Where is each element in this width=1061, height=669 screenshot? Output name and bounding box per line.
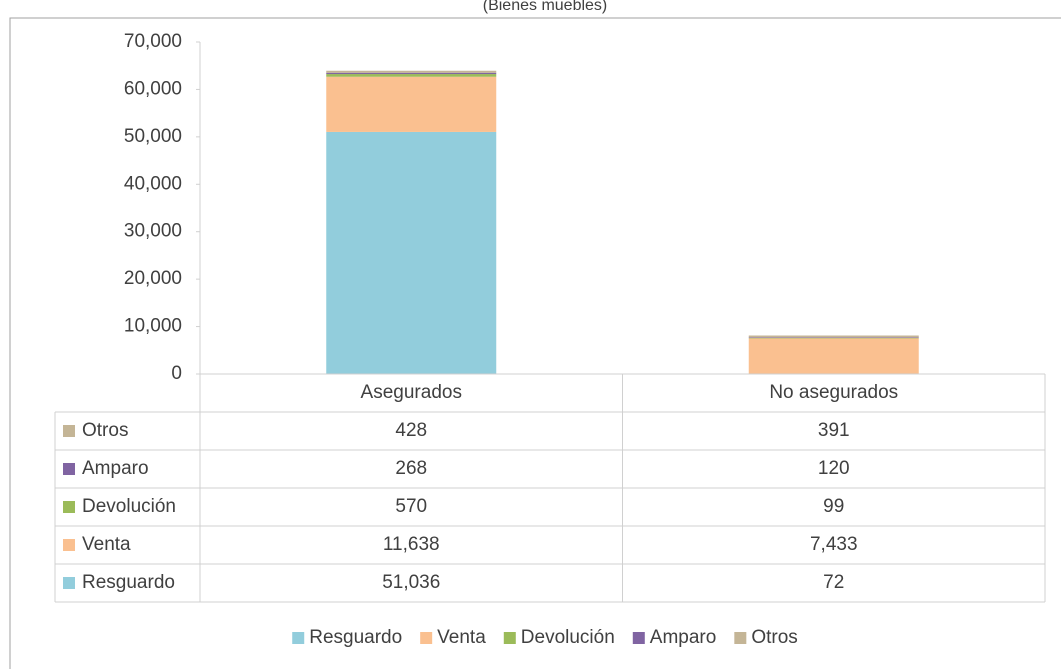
bar-segment bbox=[326, 76, 497, 132]
legend-swatch bbox=[63, 577, 75, 589]
table-row-label: Resguardo bbox=[82, 572, 175, 593]
legend-swatch bbox=[292, 632, 305, 644]
table-cell: 7,433 bbox=[810, 534, 858, 555]
table-cell: 51,036 bbox=[382, 572, 440, 593]
table-row-label: Otros bbox=[82, 420, 128, 441]
table-row-label: Venta bbox=[82, 534, 131, 555]
y-tick-label: 70,000 bbox=[124, 31, 182, 52]
y-tick-label: 0 bbox=[171, 363, 182, 384]
table-row-label: Amparo bbox=[82, 458, 149, 479]
table-cell: 391 bbox=[818, 420, 850, 441]
chart-subtitle: (Bienes muebles) bbox=[483, 0, 608, 14]
bar-segment bbox=[326, 72, 497, 75]
legend-label: Otros bbox=[751, 627, 797, 648]
legend-label: Amparo bbox=[650, 627, 717, 648]
legend-swatch bbox=[63, 425, 75, 437]
y-tick-label: 30,000 bbox=[124, 221, 182, 242]
bar-segment bbox=[326, 131, 497, 374]
table-cell: 11,638 bbox=[383, 534, 440, 555]
y-tick-label: 60,000 bbox=[124, 78, 182, 99]
legend-swatch bbox=[734, 632, 747, 644]
legend-label: Resguardo bbox=[309, 627, 402, 648]
legend-swatch bbox=[632, 632, 645, 644]
chart-border bbox=[9, 17, 1061, 669]
x-tick-label: Asegurados bbox=[361, 382, 462, 403]
legend-swatch bbox=[420, 632, 433, 644]
bar-segment bbox=[326, 74, 497, 77]
legend-swatch bbox=[63, 463, 75, 475]
table-cell: 268 bbox=[395, 458, 427, 479]
y-tick-label: 10,000 bbox=[124, 316, 182, 337]
legend-swatch bbox=[63, 539, 75, 551]
legend-label: Venta bbox=[437, 627, 486, 648]
y-tick-label: 20,000 bbox=[124, 268, 182, 289]
table-row-label: Devolución bbox=[82, 496, 176, 517]
table-cell: 428 bbox=[395, 420, 427, 441]
bar-segment bbox=[748, 338, 919, 374]
legend-swatch bbox=[503, 632, 516, 644]
legend-label: Devolución bbox=[521, 627, 615, 648]
legend-swatch bbox=[63, 501, 75, 513]
bar-segment bbox=[748, 337, 919, 338]
bar-segment bbox=[326, 70, 497, 73]
table-cell: 120 bbox=[818, 458, 850, 479]
table-cell: 570 bbox=[395, 496, 427, 517]
y-tick-label: 50,000 bbox=[124, 126, 182, 147]
table-cell: 72 bbox=[823, 572, 844, 593]
table-cell: 99 bbox=[823, 496, 844, 517]
y-tick-label: 40,000 bbox=[124, 173, 182, 194]
bar-segment bbox=[748, 335, 919, 338]
x-tick-label: No asegurados bbox=[769, 382, 898, 403]
